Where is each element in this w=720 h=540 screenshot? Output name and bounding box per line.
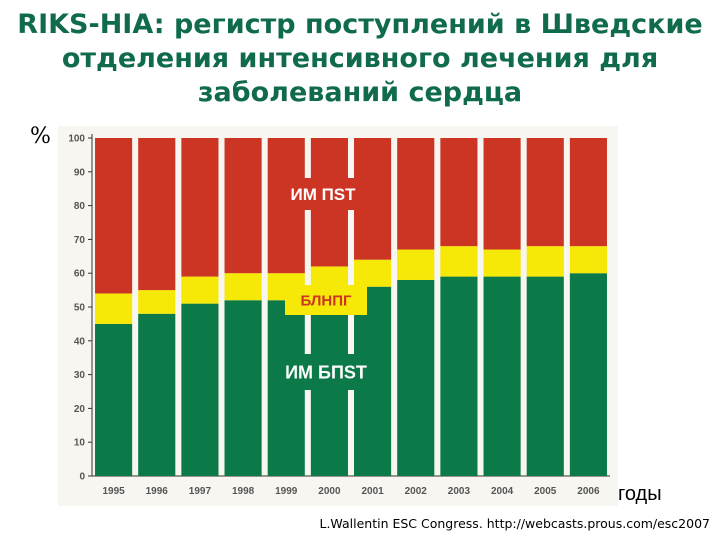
bar-segment [224,273,262,301]
bar-segment [483,249,521,277]
y-tick-label: 50 [74,303,86,314]
x-tick-label: 2004 [491,486,514,497]
bar-segment [569,273,607,476]
bar-segment [95,138,133,294]
y-tick-label: 10 [74,438,86,449]
y-tick-label: 20 [74,404,86,415]
bar-segment [224,300,262,476]
x-tick-label: 1998 [232,486,255,497]
slide-title: RIKS-HIA: регистр поступлений в Шведские… [0,8,720,110]
series-label: ИМ ПST [290,185,356,204]
title-line-1: RIKS-HIA: регистр поступлений в Шведские [17,9,703,40]
bar-segment [569,138,607,247]
bar-segment [95,293,133,324]
y-tick-label: 30 [74,370,86,381]
bar-segment [440,276,478,476]
stacked-bar-chart: 0 10 20 30 40 50 60 70 80 90 100 1995 1996 1997 1998 19… [68,134,610,497]
y-tick-label: 80 [74,201,86,212]
bar-segment [95,323,133,476]
bar-segment [181,303,219,476]
x-tick-label: 1996 [146,486,169,497]
bar-segment [224,138,262,274]
bar-segment [440,246,478,277]
x-tick-label: 1999 [275,486,298,497]
bar-segment [440,138,478,247]
bar-segment [526,276,564,476]
x-tick-label: 2005 [534,486,557,497]
y-tick-label: 40 [74,336,86,347]
y-tick-label: 100 [68,134,85,145]
x-tick-label: 2003 [448,486,471,497]
bar-segment [181,276,219,304]
chart-area: 0 10 20 30 40 50 60 70 80 90 100 1995 1996 1997 1998 19… [58,126,618,506]
series-label-box [285,285,367,315]
bar-segment [354,259,392,287]
bar-segment [138,138,176,291]
bar-segment [181,138,219,277]
y-axis-unit: % [30,124,51,149]
bar-segment [397,249,435,280]
x-tick-label: 2006 [577,486,600,497]
y-tick-label: 0 [79,472,85,483]
x-tick-label: 2000 [318,486,341,497]
bar-segment [397,279,435,476]
x-tick-label: 2001 [361,486,384,497]
series-label: ИМ БПST [285,362,367,382]
y-tick-label: 70 [74,235,86,246]
bar-segment [526,246,564,277]
source-citation: L.Wallentin ESC Congress. http://webcast… [319,516,710,531]
bar-segment [397,138,435,250]
x-axis-unit: годы [618,483,662,505]
x-tick-label: 1995 [102,486,125,497]
series-label-box [277,178,369,210]
bar-segment [138,290,176,314]
y-tick-label: 60 [74,269,86,280]
series-label-box [272,354,380,390]
title-line-2: отделения интенсивного лечения для [61,43,659,74]
y-tick-label: 90 [74,167,86,178]
x-tick-label: 2002 [405,486,428,497]
bar-segment [526,138,564,247]
bar-segment [138,313,176,476]
title-line-3: заболеваний сердца [197,77,523,108]
bar-segment [483,276,521,476]
bar-segment [483,138,521,250]
x-tick-label: 1997 [189,486,212,497]
series-label: БЛНПГ [300,292,352,309]
bar-segment [569,246,607,274]
